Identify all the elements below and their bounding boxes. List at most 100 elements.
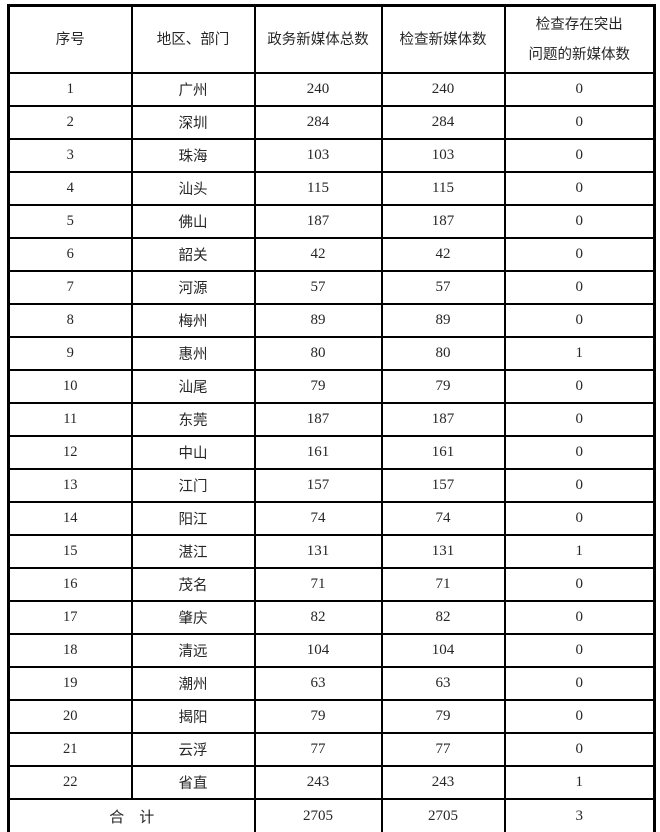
row-index: 13 (7, 468, 133, 503)
checked-count: 115 (380, 171, 506, 206)
checked-count: 79 (380, 699, 506, 734)
problems-count: 0 (503, 72, 656, 107)
problems-count: 0 (503, 699, 656, 734)
table-row: 22 省直 243 243 1 (7, 765, 656, 800)
row-index: 11 (7, 402, 133, 437)
row-index: 3 (7, 138, 133, 173)
media-total: 284 (253, 105, 383, 140)
region-name: 东莞 (130, 402, 256, 437)
checked-count: 80 (380, 336, 506, 371)
total-label: 合 计 (7, 798, 256, 832)
checked-count: 89 (380, 303, 506, 338)
media-total: 79 (253, 699, 383, 734)
region-name: 清远 (130, 633, 256, 668)
media-total: 79 (253, 369, 383, 404)
problems-count: 0 (503, 237, 656, 272)
table-row: 12 中山 161 161 0 (7, 435, 656, 470)
checked-count: 74 (380, 501, 506, 536)
checked-count: 187 (380, 204, 506, 239)
table-row: 7 河源 57 57 0 (7, 270, 656, 305)
problems-count: 0 (503, 435, 656, 470)
media-total: 63 (253, 666, 383, 701)
row-index: 1 (7, 72, 133, 107)
media-total: 187 (253, 402, 383, 437)
problems-count: 1 (503, 336, 656, 371)
region-name: 揭阳 (130, 699, 256, 734)
table-footer: 合 计 2705 2705 3 (7, 798, 656, 832)
table-row: 10 汕尾 79 79 0 (7, 369, 656, 404)
problems-count: 0 (503, 105, 656, 140)
checked-count: 104 (380, 633, 506, 668)
problems-count: 0 (503, 303, 656, 338)
table-row: 5 佛山 187 187 0 (7, 204, 656, 239)
table-row: 13 江门 157 157 0 (7, 468, 656, 503)
column-header-checked: 检查新媒体数 (380, 4, 506, 74)
region-name: 汕尾 (130, 369, 256, 404)
region-name: 茂名 (130, 567, 256, 602)
media-total: 131 (253, 534, 383, 569)
row-index: 22 (7, 765, 133, 800)
region-name: 韶关 (130, 237, 256, 272)
table-row: 18 清远 104 104 0 (7, 633, 656, 668)
checked-count: 157 (380, 468, 506, 503)
region-name: 佛山 (130, 204, 256, 239)
total-checked-count: 2705 (380, 798, 506, 832)
checked-count: 42 (380, 237, 506, 272)
table-row: 16 茂名 71 71 0 (7, 567, 656, 602)
media-total: 80 (253, 336, 383, 371)
row-index: 8 (7, 303, 133, 338)
table-row: 17 肇庆 82 82 0 (7, 600, 656, 635)
header-row: 序号 地区、部门 政务新媒体总数 检查新媒体数 检查存在突出 问题的新媒体数 (7, 4, 656, 74)
region-name: 湛江 (130, 534, 256, 569)
total-media-count: 2705 (253, 798, 383, 832)
checked-count: 57 (380, 270, 506, 305)
region-name: 深圳 (130, 105, 256, 140)
table-row: 9 惠州 80 80 1 (7, 336, 656, 371)
table-row: 19 潮州 63 63 0 (7, 666, 656, 701)
checked-count: 240 (380, 72, 506, 107)
problems-count: 1 (503, 765, 656, 800)
table-row: 1 广州 240 240 0 (7, 72, 656, 107)
region-name: 阳江 (130, 501, 256, 536)
row-index: 5 (7, 204, 133, 239)
checked-count: 284 (380, 105, 506, 140)
media-total: 42 (253, 237, 383, 272)
region-name: 云浮 (130, 732, 256, 767)
region-name: 省直 (130, 765, 256, 800)
problems-count: 0 (503, 204, 656, 239)
row-index: 21 (7, 732, 133, 767)
checked-count: 71 (380, 567, 506, 602)
media-total: 103 (253, 138, 383, 173)
table-row: 11 东莞 187 187 0 (7, 402, 656, 437)
region-name: 珠海 (130, 138, 256, 173)
column-header-index: 序号 (7, 4, 133, 74)
checked-count: 79 (380, 369, 506, 404)
table-row: 20 揭阳 79 79 0 (7, 699, 656, 734)
row-index: 7 (7, 270, 133, 305)
problems-count: 0 (503, 732, 656, 767)
media-total: 157 (253, 468, 383, 503)
checked-count: 161 (380, 435, 506, 470)
media-total: 77 (253, 732, 383, 767)
media-total: 82 (253, 600, 383, 635)
region-name: 惠州 (130, 336, 256, 371)
region-name: 河源 (130, 270, 256, 305)
checked-count: 77 (380, 732, 506, 767)
media-total: 161 (253, 435, 383, 470)
checked-count: 131 (380, 534, 506, 569)
problems-count: 0 (503, 171, 656, 206)
problems-count: 0 (503, 600, 656, 635)
media-total: 187 (253, 204, 383, 239)
total-problems-count: 3 (503, 798, 656, 832)
problems-count: 0 (503, 501, 656, 536)
row-index: 18 (7, 633, 133, 668)
row-index: 10 (7, 369, 133, 404)
region-name: 广州 (130, 72, 256, 107)
row-index: 12 (7, 435, 133, 470)
table-row: 8 梅州 89 89 0 (7, 303, 656, 338)
checked-count: 103 (380, 138, 506, 173)
region-name: 肇庆 (130, 600, 256, 635)
row-index: 9 (7, 336, 133, 371)
problems-count: 0 (503, 633, 656, 668)
